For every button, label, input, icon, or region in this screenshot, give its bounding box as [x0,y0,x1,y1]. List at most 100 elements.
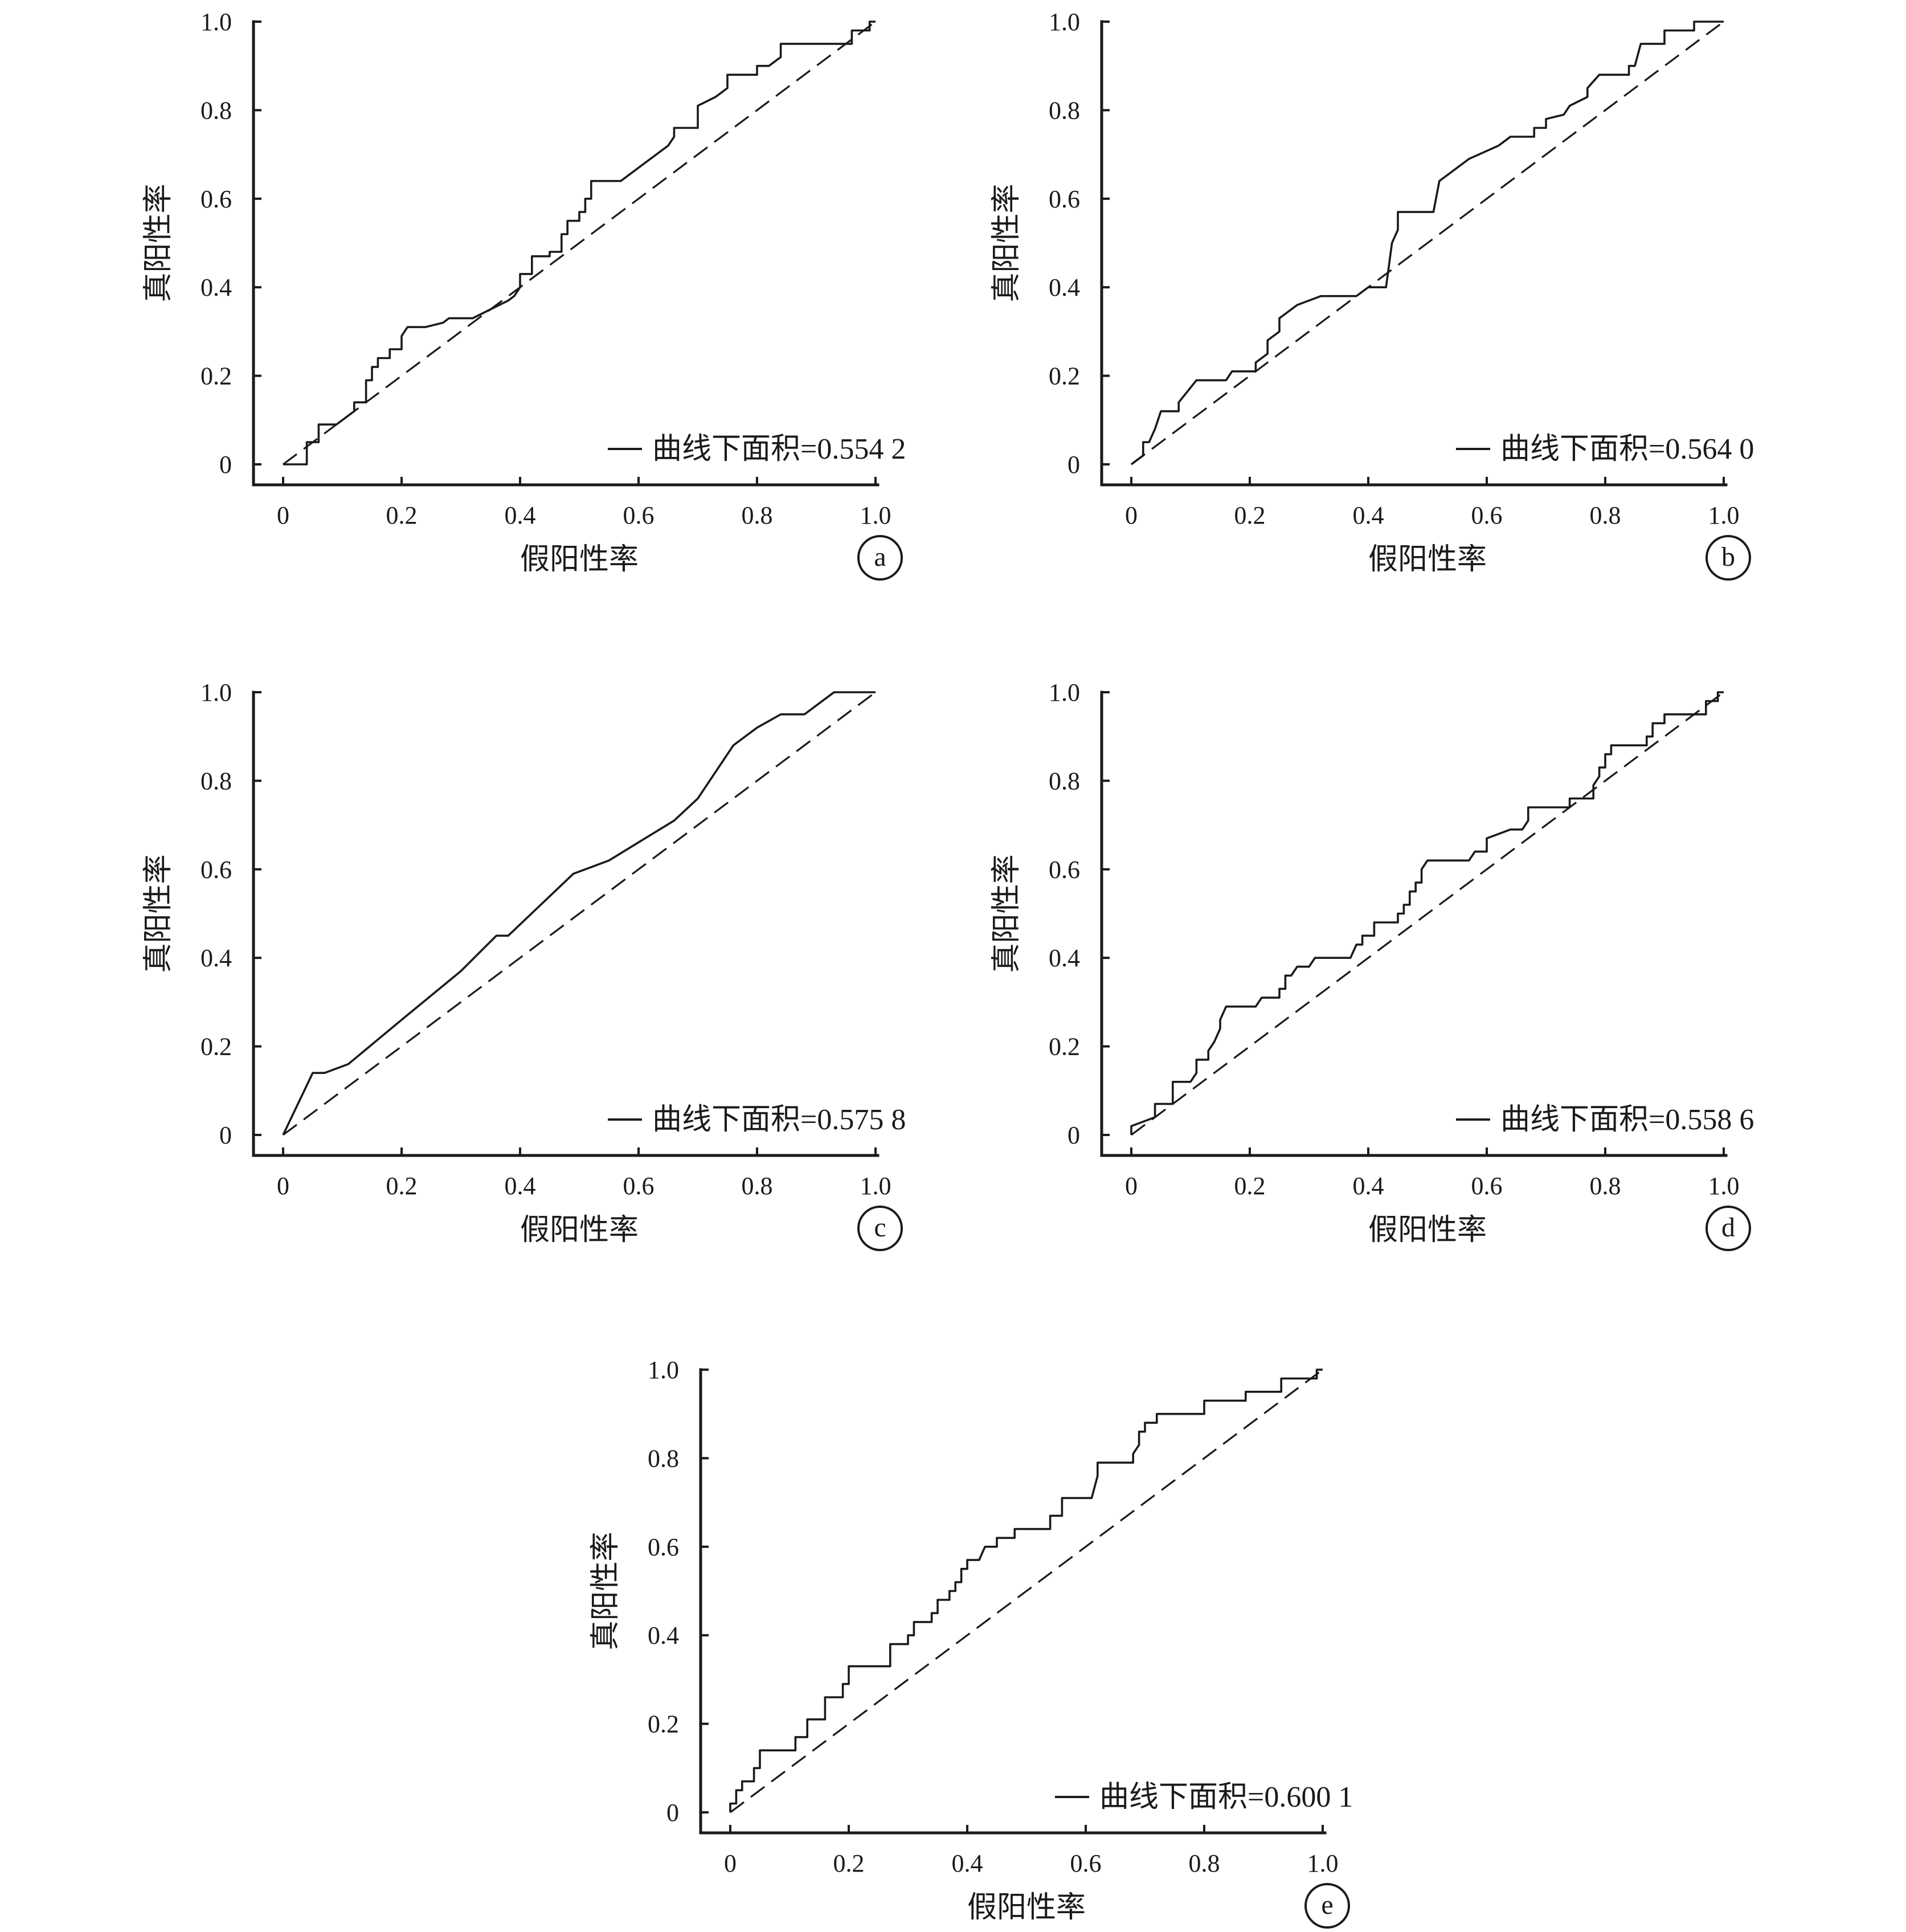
legend-label: 曲线下面积=0.564 0 [1500,433,1754,465]
y-tick-label: 0 [219,1121,232,1149]
y-tick-label: 0.2 [648,1710,679,1738]
y-tick-label: 0.2 [1049,1033,1080,1061]
y-tick-label: 0.6 [648,1533,679,1561]
x-axis-title: 假阳性率 [520,1214,639,1247]
y-tick-label: 0.4 [1049,273,1080,301]
x-tick-label: 0.2 [1234,501,1266,529]
y-tick-label: 0.8 [201,767,232,795]
x-tick-label: 0.8 [742,501,773,529]
x-tick-label: 1.0 [860,501,891,529]
x-tick-label: 1.0 [860,1172,891,1200]
x-axis-title: 假阳性率 [1368,544,1487,576]
panel-badge-label: d [1721,1212,1735,1243]
x-tick-label: 0.6 [1070,1849,1102,1877]
x-tick-label: 0 [1125,501,1138,529]
x-tick-label: 1.0 [1708,501,1740,529]
y-tick-label: 1.0 [201,679,232,706]
reference-diagonal-line [283,691,876,1136]
y-tick-label: 0 [1067,1121,1080,1149]
y-tick-label: 0.8 [1049,96,1080,124]
legend-label: 曲线下面积=0.558 6 [1500,1104,1754,1136]
y-tick-label: 0.6 [1049,856,1080,884]
x-axis-title: 假阳性率 [967,1892,1086,1924]
y-tick-label: 0.4 [1049,944,1080,972]
reference-diagonal-line [1131,691,1724,1136]
reference-diagonal-line [730,1369,1323,1813]
y-tick-label: 0 [666,1799,679,1827]
panel-badge-label: c [874,1212,886,1243]
roc-curve-line [729,1369,1323,1812]
y-tick-label: 0.4 [648,1621,679,1649]
y-tick-label: 0.4 [201,273,232,301]
x-tick-label: 0 [277,501,289,529]
roc-panel-b: 0 0.2 0.4 0.6 0.8 1.0 0 0.2 0.4 0.6 0.8 1.0 假阳性率 真阳性率… [991,8,1754,581]
y-axis-title: 真阳性率 [991,854,1023,973]
panel-badge-ring [857,1206,903,1251]
roc-panel-d: 0 0.2 0.4 0.6 0.8 1.0 0 0.2 0.4 0.6 0.8 1.0 假阳性率 真阳性率… [991,679,1754,1251]
x-tick-label: 0.6 [623,501,655,529]
roc-panel-e: 0 0.2 0.4 0.6 0.8 1.0 0 0.2 0.4 0.6 0.8 1.0 假阳性率 真阳性率… [590,1356,1353,1929]
y-tick-label: 0.4 [201,944,232,972]
x-tick-label: 0.2 [833,1849,865,1877]
x-tick-label: 1.0 [1708,1172,1740,1200]
roc-panel-c: 0 0.2 0.4 0.6 0.8 1.0 0 0.2 0.4 0.6 0.8 1.0 假阳性率 真阳性率… [142,679,906,1251]
reference-diagonal-line [1131,21,1724,465]
y-tick-label: 1.0 [648,1356,679,1384]
roc-curve-line [282,691,876,1135]
y-tick-label: 0 [1067,451,1080,479]
panel-badge-label: e [1321,1890,1333,1920]
y-axis-title: 真阳性率 [590,1531,622,1650]
y-tick-label: 0.2 [201,362,232,390]
y-tick-label: 0.8 [1049,767,1080,795]
panel-badge-label: b [1721,542,1735,572]
y-tick-label: 0.8 [201,96,232,124]
roc-curve-line [1130,691,1724,1135]
y-tick-label: 1.0 [201,8,232,36]
y-tick-label: 0 [219,451,232,479]
x-axis-title: 假阳性率 [520,544,639,576]
y-axis-title: 真阳性率 [991,183,1023,302]
y-tick-label: 0.2 [1049,362,1080,390]
x-tick-label: 0.8 [1590,501,1621,529]
legend-label: 曲线下面积=0.600 1 [1099,1781,1353,1813]
x-tick-label: 0.2 [1234,1172,1266,1200]
y-axis-title: 真阳性率 [142,183,175,302]
x-tick-label: 0 [277,1172,289,1200]
legend-label: 曲线下面积=0.575 8 [652,1104,906,1136]
x-tick-label: 0.8 [1590,1172,1621,1200]
panel-badge-ring [1705,1206,1751,1251]
x-tick-label: 0.4 [505,1172,536,1200]
x-tick-label: 0.8 [1189,1849,1220,1877]
x-tick-label: 0.4 [1353,501,1384,529]
panel-badge-label: a [874,542,886,572]
roc-curve-line [283,21,876,465]
x-tick-label: 0.6 [623,1172,655,1200]
x-tick-label: 0.6 [1471,501,1503,529]
legend-label: 曲线下面积=0.554 2 [652,433,906,465]
y-tick-label: 1.0 [1049,8,1080,36]
panel-badge-ring [1304,1883,1350,1929]
roc-curve-line [1130,21,1724,465]
x-tick-label: 0 [724,1849,737,1877]
x-tick-label: 0.4 [1353,1172,1384,1200]
reference-diagonal-line [283,21,876,465]
x-tick-label: 0.4 [505,501,536,529]
y-axis-title: 真阳性率 [142,854,175,973]
x-tick-label: 1.0 [1307,1849,1339,1877]
y-tick-label: 0.6 [201,856,232,884]
y-tick-label: 0.8 [648,1444,679,1472]
y-tick-label: 1.0 [1049,679,1080,706]
panel-badge-ring [1705,535,1751,581]
y-tick-label: 0.6 [1049,185,1080,213]
x-tick-label: 0.2 [386,1172,418,1200]
x-tick-label: 0.2 [386,501,418,529]
x-tick-label: 0.8 [742,1172,773,1200]
x-axis-title: 假阳性率 [1368,1214,1487,1247]
y-tick-label: 0.6 [201,185,232,213]
x-tick-label: 0.6 [1471,1172,1503,1200]
roc-panel-a: 0 0.2 0.4 0.6 0.8 1.0 0 0.2 0.4 0.6 0.8 1.0 假阳性率 真阳性率… [142,8,906,581]
x-tick-label: 0 [1125,1172,1138,1200]
x-tick-label: 0.4 [952,1849,983,1877]
y-tick-label: 0.2 [201,1033,232,1061]
